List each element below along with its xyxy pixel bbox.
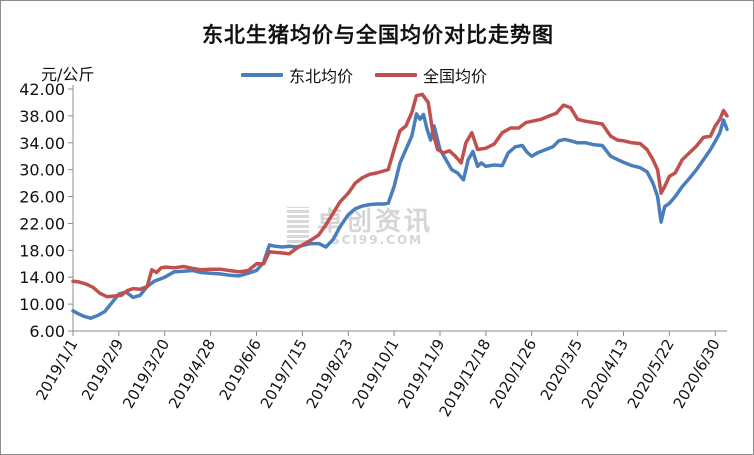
- x-tick-label: 2019/3/20: [119, 336, 173, 412]
- x-tick-label: 2020/4/13: [578, 336, 632, 412]
- x-tick-label: 2019/1/1: [32, 336, 81, 403]
- x-tick-label: 2019/10/1: [349, 336, 403, 412]
- x-tick-label: 2020/3/5: [537, 336, 586, 403]
- y-tick-label: 38.00: [19, 107, 65, 126]
- x-tick-label: 2019/11/9: [394, 336, 448, 412]
- y-tick-label: 18.00: [19, 241, 65, 260]
- legend-swatch-northeast: [241, 73, 283, 77]
- series-line-northeast: [71, 112, 729, 320]
- legend-item-northeast: 东北均价: [241, 63, 353, 87]
- legend-label-northeast: 东北均价: [289, 67, 354, 86]
- x-tick-label: 2019/6/6: [216, 336, 265, 403]
- y-tick-label: 22.00: [19, 214, 65, 233]
- x-tick-label: 2019/2/9: [78, 336, 127, 403]
- x-tick-label: 2019/4/28: [165, 336, 219, 412]
- y-tick-label: 6.00: [29, 322, 65, 341]
- y-tick-label: 34.00: [19, 134, 65, 153]
- legend-item-national: 全国均价: [375, 63, 487, 87]
- y-axis-unit: 元/公斤: [41, 65, 95, 84]
- watermark-logo: [287, 207, 309, 243]
- x-tick-label: 2020/5/22: [624, 336, 678, 412]
- watermark-subtext: SCI99.COM: [331, 233, 424, 247]
- y-tick-label: 42.00: [19, 80, 65, 99]
- y-tick-label: 30.00: [19, 161, 65, 180]
- x-tick-label: 2019/8/23: [303, 336, 357, 412]
- chart-legend: 东北均价 全国均价: [241, 63, 487, 87]
- y-tick-label: 14.00: [19, 268, 65, 287]
- x-tick-label: 2019/7/15: [257, 336, 311, 412]
- series-line-national: [71, 92, 729, 299]
- chart-title: 东北生猪均价与全国均价对比走势图: [202, 22, 554, 47]
- y-tick-label: 26.00: [19, 188, 65, 207]
- y-tick-label: 10.00: [19, 295, 65, 314]
- legend-swatch-national: [375, 73, 418, 77]
- legend-label-national: 全国均价: [423, 67, 488, 86]
- x-tick-label: 2020/1/26: [486, 336, 540, 412]
- x-tick-label: 2020/6/30: [670, 336, 724, 412]
